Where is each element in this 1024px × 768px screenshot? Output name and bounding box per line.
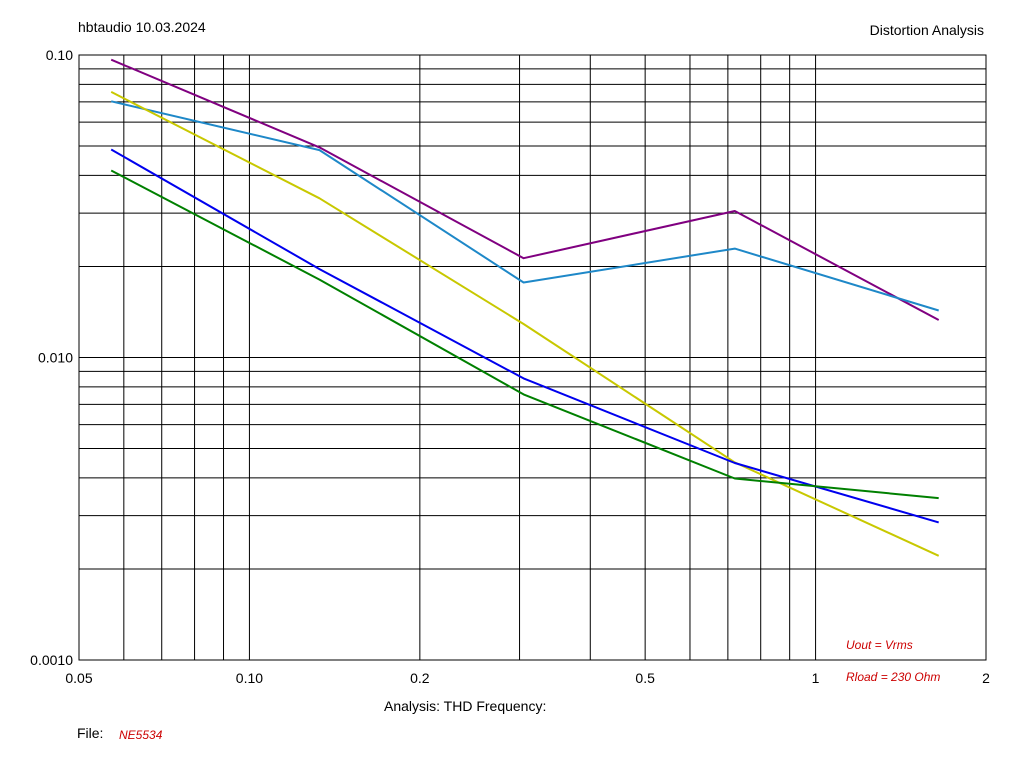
- x-tick-label: 0.10: [236, 670, 263, 686]
- x-tick-label: 0.2: [410, 670, 430, 686]
- annotation-uout: Uout = Vrms: [846, 638, 913, 652]
- y-tick-label: 0.010: [38, 350, 73, 366]
- x-tick-label: 2: [982, 670, 990, 686]
- x-tick-label: 1: [812, 670, 820, 686]
- x-tick-label: 0.05: [65, 670, 92, 686]
- x-tick-label: 0.5: [635, 670, 655, 686]
- file-label: File:: [77, 725, 104, 741]
- series-line-2: [110, 100, 939, 312]
- y-tick-label: 0.10: [46, 47, 73, 63]
- chart-title: Distortion Analysis: [869, 22, 984, 38]
- series-line-1: [110, 58, 940, 321]
- plot-frame: [78, 54, 987, 661]
- header-left-text: hbtaudio 10.03.2024: [78, 19, 206, 35]
- series-line-5: [110, 169, 939, 500]
- file-name: NE5534: [119, 728, 163, 742]
- series-group: [110, 58, 940, 557]
- series-line-3: [110, 91, 940, 557]
- tick-labels: 0.05 0.10 0.2 0.5 1 2 0.0010 0.010 0.10: [30, 47, 990, 686]
- grid: [79, 55, 986, 660]
- xaxis-caption: Analysis: THD Frequency:: [384, 698, 547, 714]
- series-line-4: [110, 148, 939, 524]
- y-tick-label: 0.0010: [30, 652, 73, 668]
- annotation-rload: Rload = 230 Ohm: [846, 670, 941, 684]
